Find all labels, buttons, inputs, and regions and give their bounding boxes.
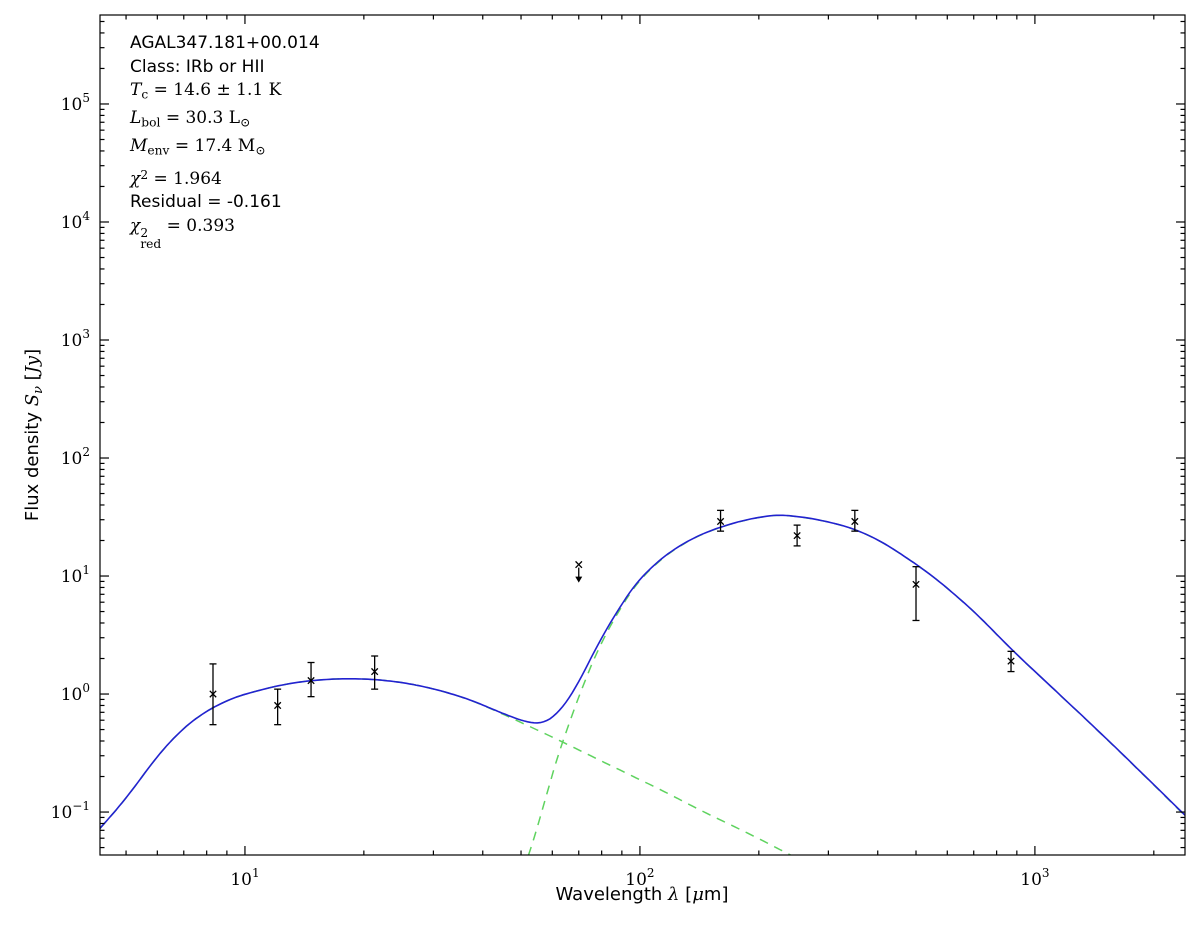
source-class: Class: IRb or HII xyxy=(130,56,265,77)
x-axis-label: Wavelength λ [μm] xyxy=(555,884,729,905)
x-marker xyxy=(370,667,379,676)
model-curves xyxy=(100,514,1185,855)
bolometric-luminosity: Lbol = 30.3 L⊙ xyxy=(130,108,251,130)
source-name: AGAL347.181+00.014 xyxy=(130,33,320,53)
y-tick-label: 10−1 xyxy=(51,799,90,823)
x-marker xyxy=(273,701,282,710)
x-marker xyxy=(209,690,217,698)
x-tick-label: 101 xyxy=(230,866,259,890)
data-point xyxy=(307,661,315,698)
y-tick-label: 102 xyxy=(61,445,90,469)
chi-squared: χ2 = 1.964 xyxy=(130,167,222,189)
plot-frame xyxy=(99,14,1186,856)
y-axis-label: Flux density Sν [Jy] xyxy=(22,348,46,522)
tick-labels: 101 102 103 10−1 100 101 102 103 104 105 xyxy=(51,91,1050,890)
data-point xyxy=(851,509,859,532)
data-point xyxy=(793,524,801,547)
data-point xyxy=(370,655,379,690)
reduced-chi-squared: χ 2 red = 0.393 xyxy=(130,215,235,252)
y-tick-label: 104 xyxy=(61,209,91,233)
y-tick-label: 101 xyxy=(61,563,90,587)
data-point xyxy=(716,509,725,532)
y-tick-label: 103 xyxy=(61,327,90,351)
data-point xyxy=(273,688,282,726)
data-point xyxy=(1007,650,1015,673)
upper-limit-marker xyxy=(575,560,583,583)
x-tick-label: 102 xyxy=(625,866,654,890)
data-points xyxy=(209,509,1015,726)
x-tick-label: 103 xyxy=(1020,866,1049,890)
x-marker xyxy=(912,580,920,589)
dust-temperature: Tc = 14.6 ± 1.1 K xyxy=(130,80,282,102)
data-point xyxy=(209,663,217,726)
arrow-head-icon xyxy=(575,576,583,583)
x-marker xyxy=(1007,657,1015,665)
total-model-curve xyxy=(100,514,1185,829)
residual: Residual = -0.161 xyxy=(130,192,282,213)
x-marker xyxy=(575,560,583,569)
y-tick-label: 100 xyxy=(61,681,90,705)
x-marker xyxy=(307,676,315,685)
fit-annotation: AGAL347.181+00.014 Class: IRb or HII Tc = … xyxy=(130,32,320,251)
x-marker xyxy=(851,517,859,526)
y-tick-label: 105 xyxy=(61,91,90,115)
math-supsub: 2 red xyxy=(140,225,162,252)
data-point xyxy=(912,566,920,622)
x-marker xyxy=(716,517,725,526)
x-marker xyxy=(793,531,801,540)
envelope-mass: Menv = 17.4 M⊙ xyxy=(130,136,266,159)
axes-frame xyxy=(99,14,1186,856)
